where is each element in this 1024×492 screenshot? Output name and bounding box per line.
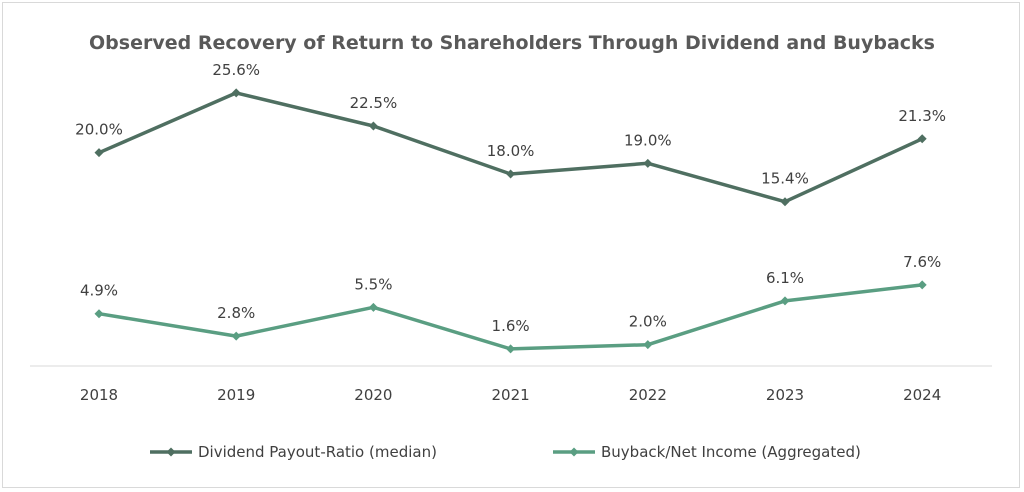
- data-label: 20.0%: [75, 121, 123, 139]
- legend-item[interactable]: Buyback/Net Income (Aggregated): [553, 443, 861, 461]
- data-point[interactable]: [231, 331, 241, 341]
- x-tick-label: 2024: [903, 386, 941, 404]
- data-label: 22.5%: [350, 94, 398, 112]
- data-point[interactable]: [643, 340, 653, 350]
- data-label: 19.0%: [624, 131, 672, 149]
- data-point[interactable]: [506, 344, 516, 354]
- x-tick-label: 2018: [80, 386, 118, 404]
- legend-marker: [166, 447, 176, 457]
- data-label: 15.4%: [761, 170, 809, 188]
- series-2: 4.9% 2.8% 5.5% 1.6% 2.0% 6.1% 7.6%: [80, 253, 941, 354]
- data-point[interactable]: [368, 121, 378, 131]
- data-label: 5.5%: [354, 275, 392, 293]
- data-point[interactable]: [643, 158, 653, 168]
- chart-title: Observed Recovery of Return to Sharehold…: [89, 32, 935, 54]
- data-point[interactable]: [94, 148, 104, 158]
- data-label: 25.6%: [212, 61, 260, 79]
- x-tick-label: 2023: [766, 386, 804, 404]
- data-label: 7.6%: [903, 253, 941, 271]
- data-label: 2.8%: [217, 304, 255, 322]
- data-point[interactable]: [368, 302, 378, 312]
- data-point[interactable]: [780, 296, 790, 306]
- data-label: 2.0%: [629, 313, 667, 331]
- data-point[interactable]: [917, 280, 927, 290]
- data-label: 6.1%: [766, 269, 804, 287]
- x-tick-label: 2020: [354, 386, 392, 404]
- legend-label: Dividend Payout-Ratio (median): [198, 443, 437, 461]
- data-label: 21.3%: [898, 107, 946, 125]
- data-point[interactable]: [917, 134, 927, 144]
- data-label: 1.6%: [492, 317, 530, 335]
- data-point[interactable]: [94, 309, 104, 319]
- data-label: 18.0%: [487, 142, 535, 160]
- data-point[interactable]: [506, 169, 516, 179]
- legend-item[interactable]: Dividend Payout-Ratio (median): [150, 443, 437, 461]
- data-point[interactable]: [231, 88, 241, 98]
- legend-marker: [569, 447, 579, 457]
- series-1: 20.0% 25.6% 22.5% 18.0% 19.0% 15.4% 21.3%: [75, 61, 946, 207]
- x-tick-label: 2021: [492, 386, 530, 404]
- x-tick-label: 2019: [217, 386, 255, 404]
- data-point[interactable]: [780, 197, 790, 207]
- legend: Dividend Payout-Ratio (median) Buyback/Ne…: [150, 443, 861, 461]
- data-label: 4.9%: [80, 282, 118, 300]
- x-tick-label: 2022: [629, 386, 667, 404]
- legend-label: Buyback/Net Income (Aggregated): [601, 443, 861, 461]
